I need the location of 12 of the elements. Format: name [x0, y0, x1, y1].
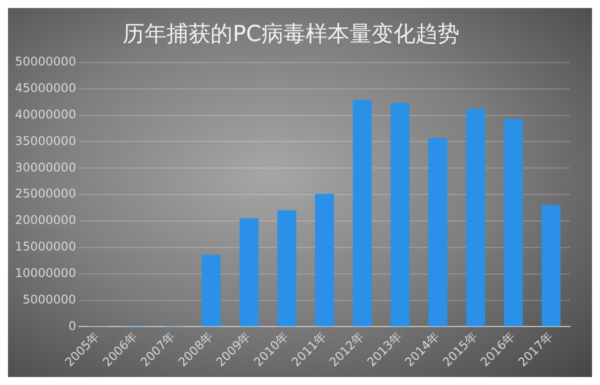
y-tick-label: 15000000 [15, 240, 76, 254]
chart-title: 历年捕获的PC病毒样本量变化趋势 [122, 22, 460, 47]
y-tick-label: 35000000 [15, 134, 76, 148]
y-tick-label: 45000000 [15, 80, 76, 95]
y-tick-label: 50000000 [15, 54, 76, 69]
y-tick-label: 25000000 [15, 186, 76, 201]
y-tick-label: 20000000 [15, 213, 76, 228]
y-tick-label: 10000000 [15, 266, 76, 280]
y-tick-label: 5000000 [22, 292, 76, 306]
y-tick-label: 0 [68, 318, 76, 333]
y-tick-label: 40000000 [15, 107, 76, 122]
y-tick-label: 30000000 [15, 160, 76, 174]
